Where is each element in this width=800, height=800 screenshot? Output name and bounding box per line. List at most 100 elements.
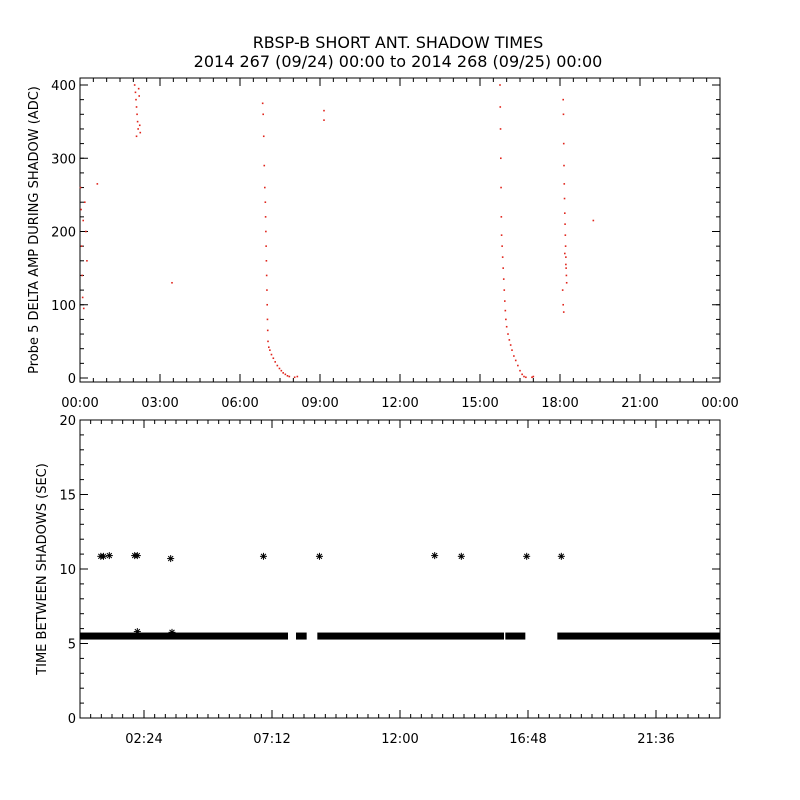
bottom-y-axis-label: TIME BETWEEN SHADOWS (SEC) (35, 463, 50, 676)
data-point (264, 201, 267, 203)
data-point (276, 364, 279, 367)
data-point (136, 120, 139, 123)
data-point (561, 289, 564, 291)
data-point (562, 142, 565, 145)
data-point (137, 87, 140, 90)
data-point-asterisk (133, 552, 141, 560)
data-point (138, 95, 140, 97)
data-point (564, 212, 566, 214)
top-x-tick-label: 00:00 (701, 396, 738, 411)
data-point (264, 186, 266, 189)
bottom-y-tick-label: 15 (59, 489, 76, 504)
top-y-tick-label: 0 (68, 372, 76, 387)
baseline-asterisk-band (557, 632, 720, 640)
data-point (502, 278, 505, 280)
chart-title: RBSP-B SHORT ANT. SHADOW TIMES (253, 33, 544, 52)
data-point (282, 372, 284, 374)
bottom-plot-frame (79, 419, 721, 719)
top-y-axis-label: Probe 5 DELTA AMP DURING SHADOW (ADC) (27, 86, 42, 374)
data-point (139, 131, 142, 134)
baseline-asterisk-band (505, 632, 526, 640)
data-point (525, 376, 527, 379)
data-point (499, 128, 502, 130)
data-point (505, 318, 507, 321)
data-point (592, 219, 595, 222)
data-point (503, 289, 506, 291)
data-point (79, 186, 82, 189)
bottom-y-tick-label: 10 (59, 563, 76, 578)
data-point (266, 303, 268, 306)
data-point (562, 113, 565, 116)
data-point (563, 183, 566, 185)
data-point (262, 113, 264, 116)
data-point (565, 274, 568, 277)
data-point (293, 376, 296, 379)
data-point (564, 252, 566, 255)
data-point (501, 245, 503, 247)
top-plot-frame (79, 77, 721, 383)
data-point (134, 91, 137, 94)
data-point (269, 349, 271, 351)
top-x-tick-label: 18:00 (541, 396, 578, 411)
data-point (81, 296, 84, 299)
data-point-asterisk (105, 552, 113, 560)
data-point (511, 349, 513, 351)
top-x-tick-label: 06:00 (221, 396, 258, 411)
data-point (504, 300, 506, 302)
baseline-asterisk-band (296, 632, 307, 640)
data-point (96, 183, 99, 185)
data-point (267, 340, 269, 343)
data-point (562, 303, 564, 306)
data-point (286, 375, 289, 377)
data-point (499, 84, 501, 86)
data-point (263, 164, 266, 167)
data-point (565, 281, 568, 284)
data-point (564, 234, 567, 236)
chart-subtitle: 2014 267 (09/24) 00:00 to 2014 268 (09/2… (194, 52, 603, 71)
top-axes: 00:00 03:00 06:00 09:00 12:00 15:00 18:00 21:00… (51, 78, 739, 411)
data-point (136, 113, 138, 116)
data-point (266, 329, 269, 332)
data-point (86, 260, 88, 262)
bottom-x-tick-label: 07:12 (253, 732, 290, 747)
data-point (508, 339, 511, 341)
data-point (270, 353, 273, 356)
data-point (519, 369, 521, 372)
data-point (562, 98, 564, 101)
top-x-tick-label: 09:00 (301, 396, 338, 411)
data-point (501, 256, 504, 258)
bottom-data-points (80, 552, 720, 640)
data-point (500, 157, 502, 160)
data-point (80, 245, 83, 247)
data-point (562, 311, 565, 313)
data-point (265, 245, 267, 247)
data-point (280, 369, 283, 372)
data-point-asterisk (133, 628, 141, 636)
data-point (135, 106, 138, 108)
bottom-x-tick-label: 21:36 (637, 732, 674, 747)
data-point (81, 274, 83, 277)
data-point (82, 307, 85, 310)
data-point (564, 223, 566, 225)
data-point-asterisk (457, 552, 465, 560)
data-point (278, 367, 281, 370)
data-point (288, 375, 291, 378)
data-point (135, 98, 137, 101)
bottom-axes: 02:24 07:12 12:00 16:48 21:36 0 5 10 15 20 (59, 414, 721, 747)
bottom-x-tick-label: 16:48 (509, 732, 546, 747)
bottom-y-tick-label: 0 (68, 712, 76, 727)
data-point-asterisk (167, 555, 175, 563)
data-point (513, 355, 515, 357)
data-point (517, 364, 519, 367)
data-point (507, 333, 509, 335)
data-point-asterisk (523, 552, 531, 560)
data-point (563, 164, 565, 167)
top-y-tick-label: 400 (51, 79, 76, 94)
data-point (565, 263, 567, 266)
top-data-points (79, 84, 595, 379)
data-point (499, 106, 502, 108)
top-x-tick-label: 12:00 (381, 396, 418, 411)
data-point (532, 375, 535, 378)
data-point (531, 376, 533, 379)
